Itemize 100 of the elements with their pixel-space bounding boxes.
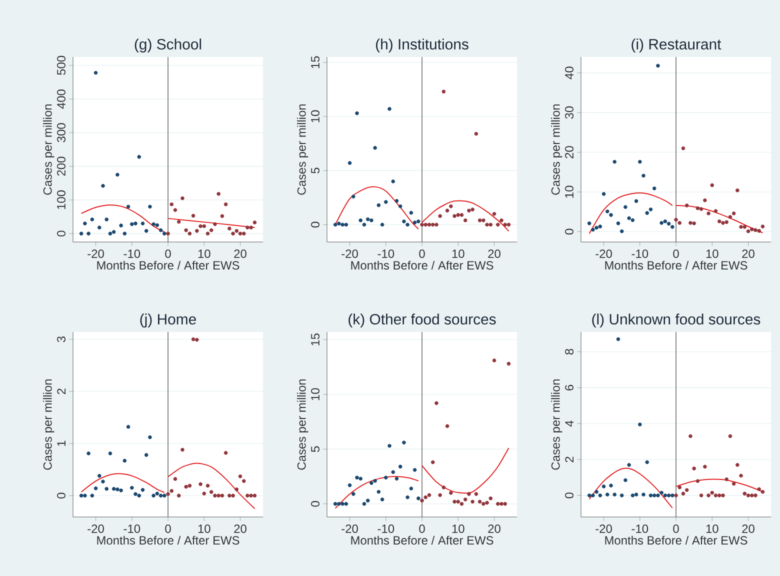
x-tick-label: 10 (706, 524, 718, 533)
point (249, 494, 253, 498)
point (83, 222, 87, 226)
point (627, 463, 631, 467)
point (420, 498, 424, 502)
point (609, 213, 613, 217)
point (496, 222, 500, 227)
line-series (676, 478, 764, 492)
point (757, 487, 761, 492)
point (638, 160, 642, 164)
x-tick-label: -10 (632, 524, 648, 533)
point (409, 486, 414, 490)
x-tick-label: 20 (488, 250, 500, 258)
point (224, 202, 228, 206)
point (337, 222, 341, 226)
point (598, 494, 602, 498)
point (170, 489, 174, 493)
point (242, 232, 246, 236)
point (234, 228, 239, 233)
point (213, 222, 217, 226)
point (642, 492, 646, 496)
y-tick-label: 4 (565, 420, 574, 427)
point (594, 226, 598, 230)
point (463, 218, 468, 222)
chart-title: (g) School (134, 38, 202, 52)
point (134, 492, 138, 496)
x-tick-label: 20 (488, 524, 500, 533)
point (696, 206, 700, 210)
y-tick-label: 0 (565, 228, 574, 235)
point (252, 220, 257, 224)
point (602, 192, 606, 196)
point (714, 494, 718, 498)
point (456, 500, 460, 504)
chart-title: (i) Restaurant (632, 38, 722, 52)
y-axis-title: Cases per million (297, 104, 308, 195)
point (699, 207, 704, 211)
point (398, 464, 402, 469)
x-tick-label: -20 (88, 524, 104, 533)
point (634, 492, 638, 496)
point (605, 492, 610, 496)
point (409, 210, 414, 215)
x-axis-title: Months Before / After EWS (97, 536, 240, 545)
point (728, 434, 732, 438)
point (119, 224, 123, 228)
y-axis-title: Cases per million (551, 379, 562, 470)
point (122, 458, 127, 463)
point (706, 494, 710, 498)
point (696, 479, 700, 483)
point (373, 146, 377, 150)
point (652, 186, 656, 190)
point (500, 218, 504, 222)
point (742, 224, 747, 229)
point (710, 183, 714, 188)
point (488, 222, 493, 227)
point (416, 220, 420, 224)
point (674, 218, 678, 222)
point (213, 494, 217, 498)
point (470, 208, 474, 212)
point (724, 220, 728, 224)
x-axis-title: Months Before / After EWS (605, 536, 748, 545)
point (238, 474, 242, 478)
point (645, 211, 650, 215)
point (684, 488, 689, 492)
point (140, 222, 145, 226)
point (485, 500, 489, 505)
point (148, 204, 152, 209)
point (721, 221, 725, 225)
point (195, 228, 199, 233)
point (94, 486, 98, 490)
point (355, 111, 359, 116)
y-tick-label: 5 (311, 446, 320, 452)
point (144, 228, 148, 233)
point (351, 492, 356, 496)
point (158, 494, 163, 498)
point (627, 216, 631, 220)
point (760, 224, 765, 228)
x-tick-label: 20 (234, 250, 246, 258)
point (616, 221, 620, 226)
point (180, 448, 184, 452)
x-tick-label: -20 (596, 524, 612, 533)
y-tick-label: 30 (565, 106, 574, 119)
y-tick-label: 0 (57, 492, 66, 498)
point (242, 479, 246, 483)
line-series (334, 476, 419, 509)
point (496, 502, 500, 506)
y-tick-label: 2 (57, 388, 66, 394)
point (630, 218, 635, 222)
x-tick-label: -20 (88, 250, 104, 258)
point (474, 492, 478, 496)
x-tick-label: -10 (632, 250, 648, 258)
x-tick-label: 20 (742, 250, 754, 258)
point (209, 228, 214, 232)
point (692, 221, 696, 226)
point (742, 492, 747, 496)
point (460, 502, 464, 506)
point (470, 500, 474, 504)
point (474, 132, 478, 136)
point (427, 222, 432, 227)
point (724, 477, 728, 482)
point (500, 502, 504, 506)
